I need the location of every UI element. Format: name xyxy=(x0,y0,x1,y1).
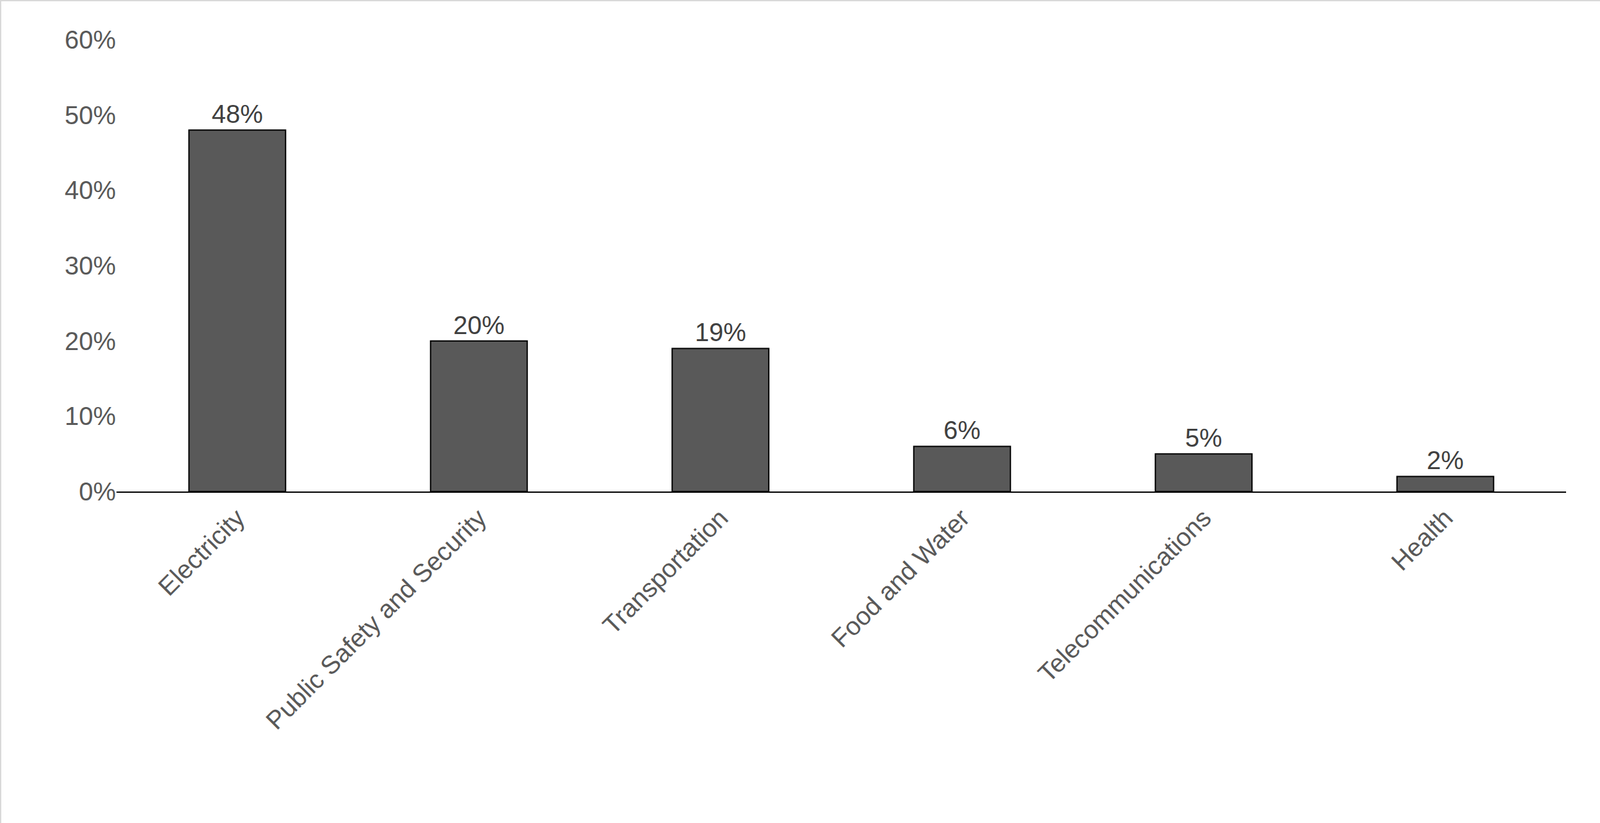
svg-text:Food and Water: Food and Water xyxy=(825,503,975,653)
svg-text:20%: 20% xyxy=(453,311,505,340)
svg-text:5%: 5% xyxy=(1185,423,1223,452)
svg-text:10%: 10% xyxy=(64,401,116,431)
svg-text:20%: 20% xyxy=(64,327,116,356)
svg-text:Public Safety and Security: Public Safety and Security xyxy=(260,503,492,735)
svg-text:40%: 40% xyxy=(64,176,116,205)
svg-text:6%: 6% xyxy=(943,416,981,445)
svg-text:0%: 0% xyxy=(78,477,116,506)
svg-text:Telecommunications: Telecommunications xyxy=(1032,503,1216,688)
svg-text:19%: 19% xyxy=(695,318,747,347)
svg-text:60%: 60% xyxy=(64,25,116,54)
svg-text:Health: Health xyxy=(1385,503,1458,576)
svg-text:30%: 30% xyxy=(64,251,116,280)
svg-text:48%: 48% xyxy=(211,99,264,128)
svg-text:2%: 2% xyxy=(1426,446,1464,475)
svg-text:Electricity: Electricity xyxy=(152,503,250,601)
svg-text:Transportation: Transportation xyxy=(597,503,733,640)
svg-text:50%: 50% xyxy=(64,101,116,130)
